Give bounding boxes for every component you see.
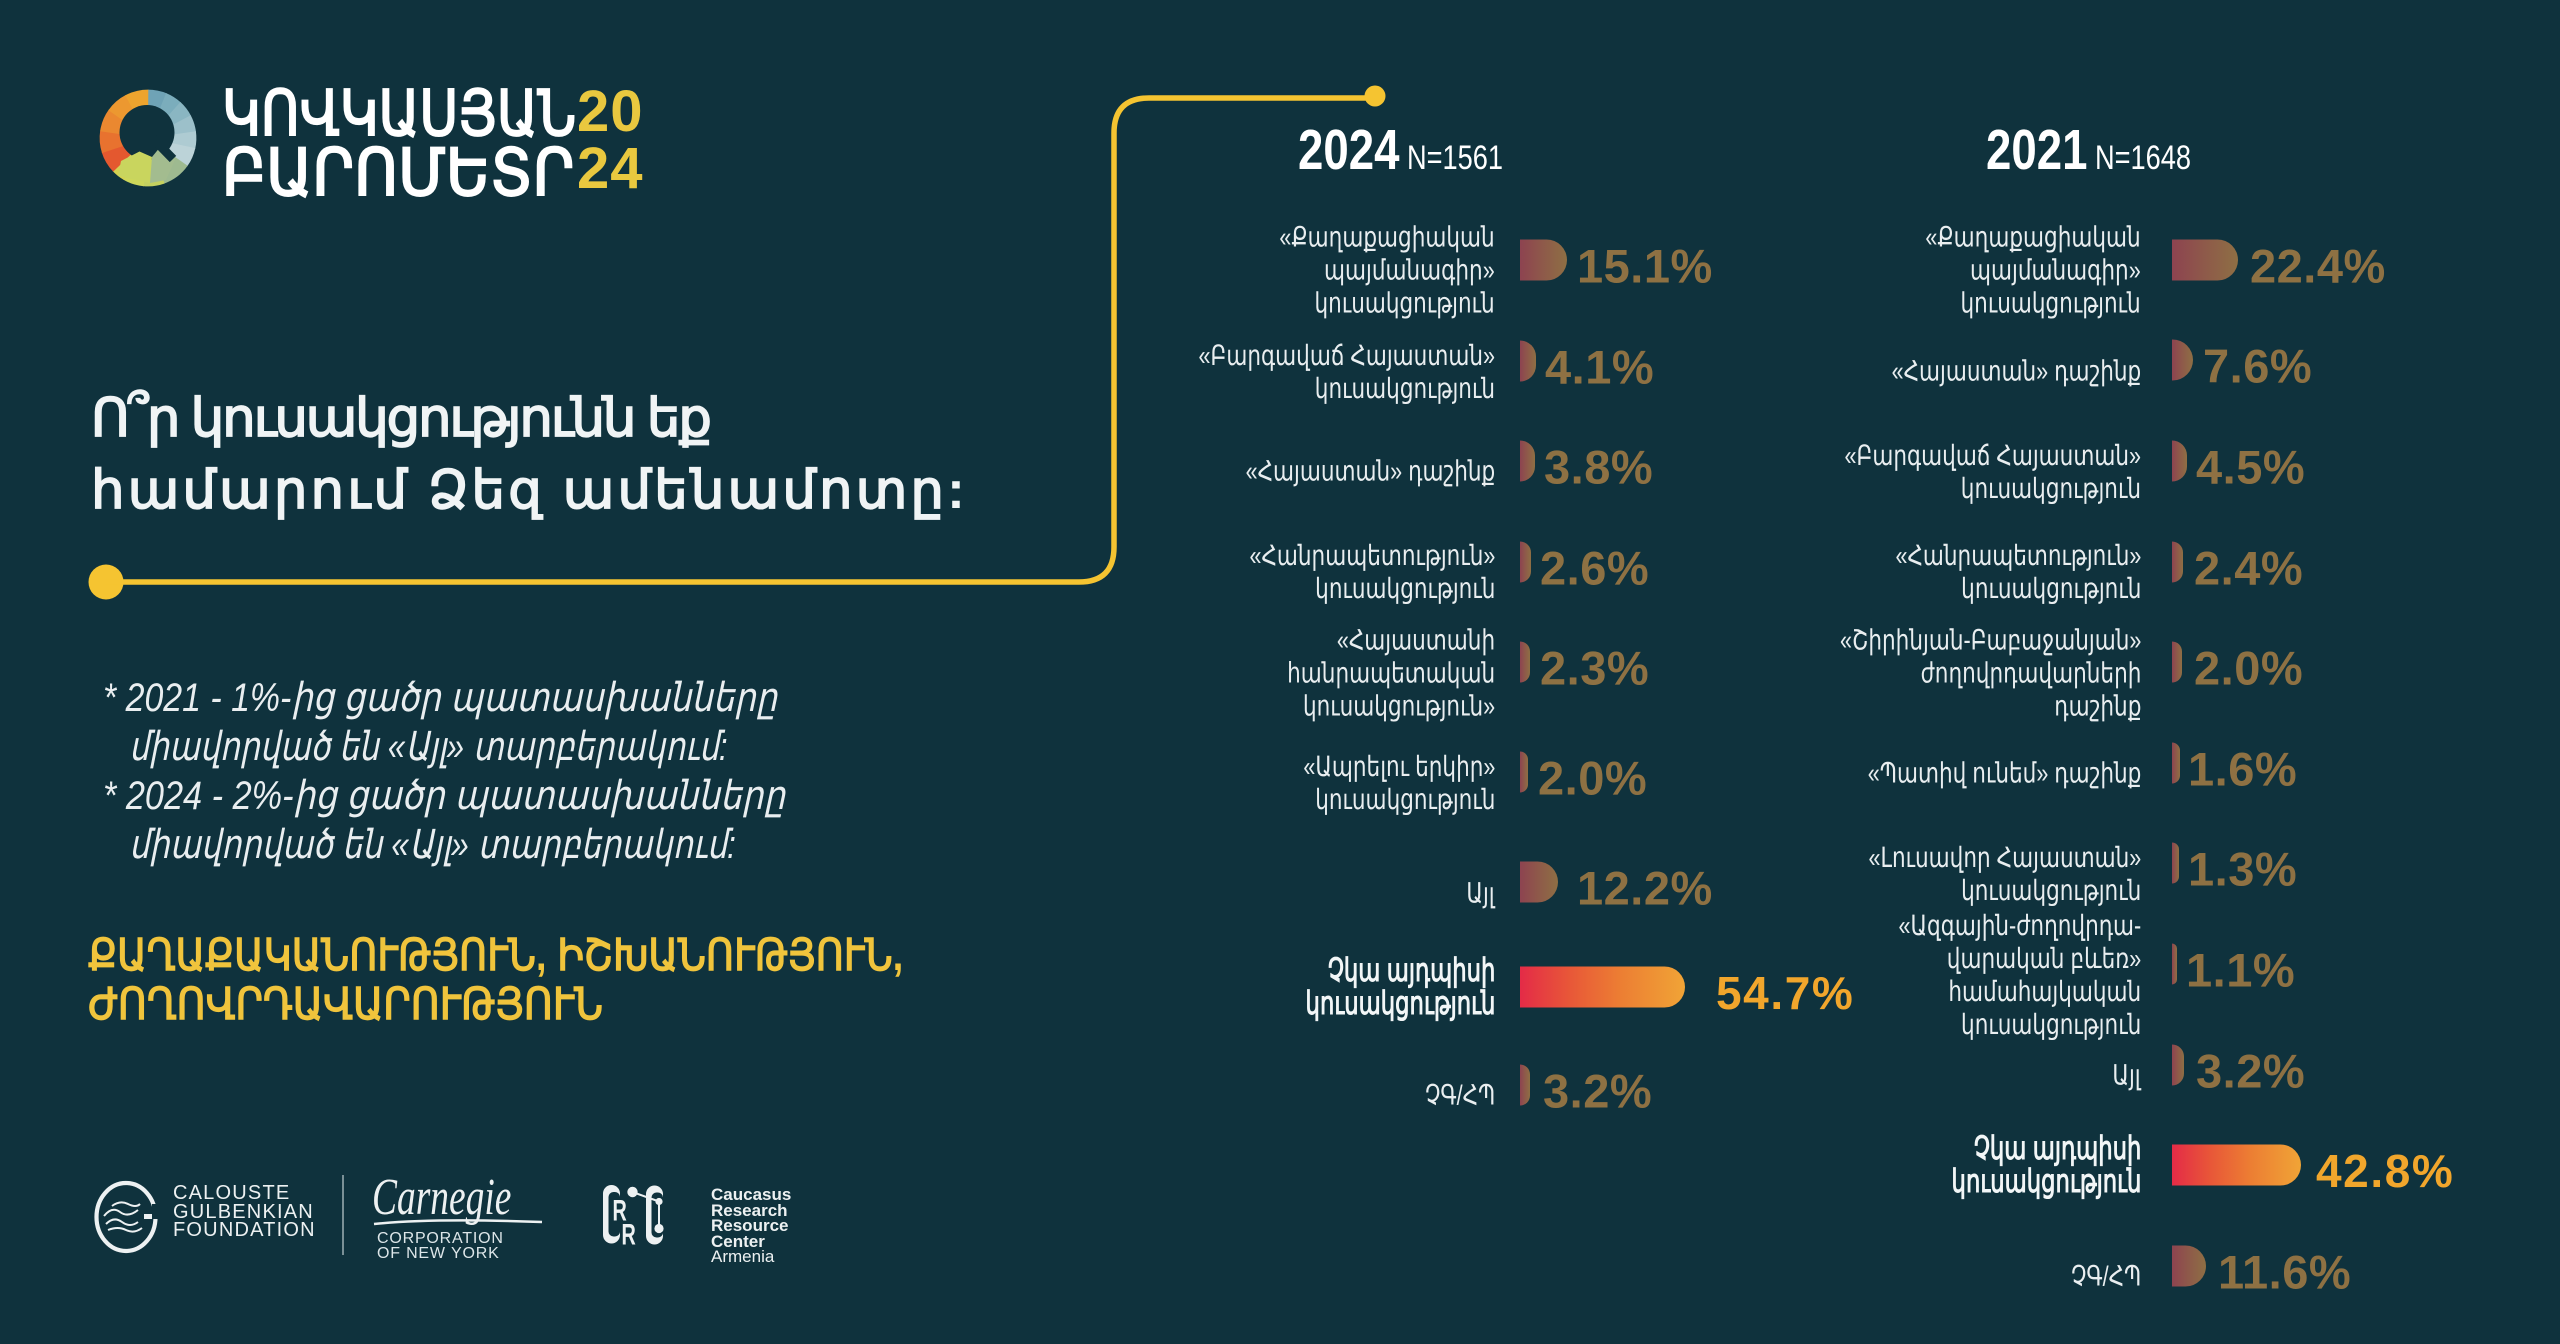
svg-text:R: R [622, 1219, 636, 1252]
svg-text:R: R [613, 1195, 627, 1228]
